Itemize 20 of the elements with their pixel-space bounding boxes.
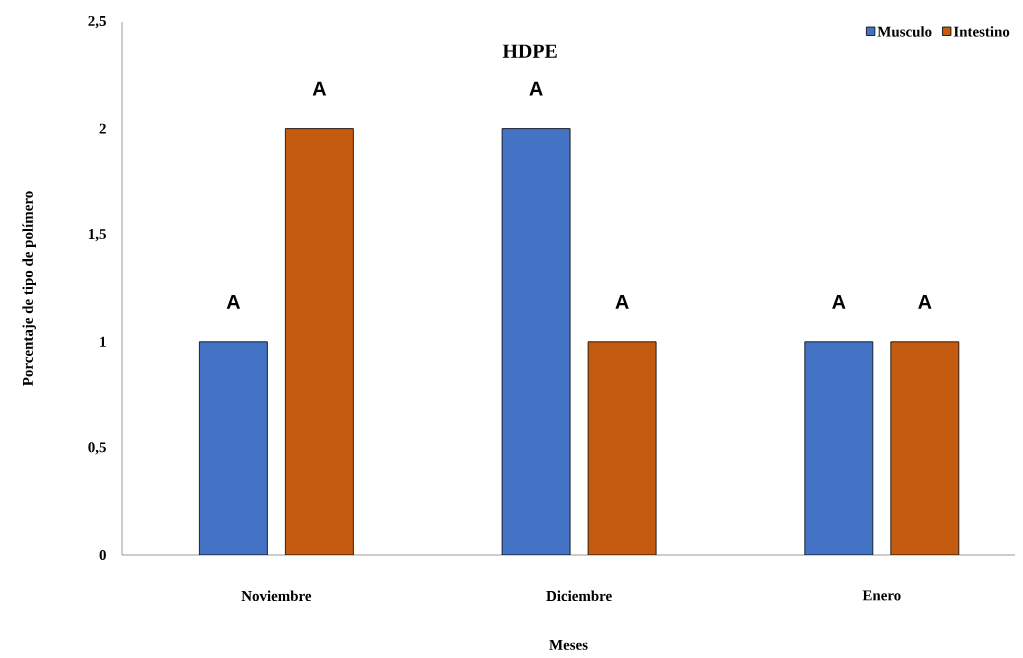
x-tick-label: Enero (862, 590, 901, 601)
annotation: A (529, 81, 543, 96)
x-tick-label: Diciembre (546, 590, 612, 602)
y-tick-label: 2,5 (88, 15, 106, 29)
y-tick-label: 2 (99, 123, 106, 134)
y-tick-label: 0 (99, 549, 106, 561)
annotation: A (615, 294, 629, 309)
y-tick-label: 1,5 (89, 229, 106, 242)
x-tick-label: Noviembre (241, 590, 312, 602)
annotation: A (918, 294, 932, 309)
annotation: A (832, 294, 846, 309)
y-tick-label: 1 (100, 336, 106, 347)
y-axis-title: Porcentaje de tipo de polímero (22, 191, 36, 386)
annotation: A (226, 294, 241, 309)
legend-label: Musculo (877, 26, 932, 37)
x-axis-title: Meses (549, 639, 588, 650)
annotation: A (312, 81, 327, 96)
legend-label: Intestino (953, 26, 1010, 37)
y-tick-label: 0,5 (88, 442, 106, 455)
text: HDPE (502, 44, 557, 58)
